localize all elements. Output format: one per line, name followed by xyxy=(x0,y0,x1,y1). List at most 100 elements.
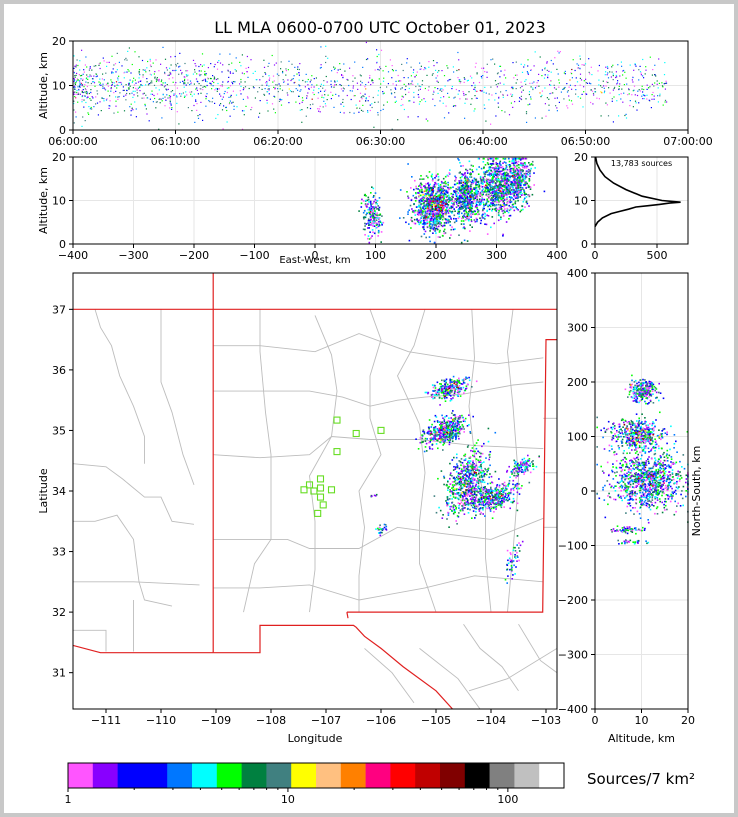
source-point xyxy=(272,75,275,77)
source-point xyxy=(423,69,425,71)
source-point xyxy=(118,96,120,98)
source-point xyxy=(516,178,518,181)
source-point xyxy=(138,72,140,74)
source-point xyxy=(364,228,366,231)
source-point xyxy=(517,192,519,194)
source-point xyxy=(626,83,628,85)
source-point xyxy=(103,79,105,81)
source-point xyxy=(499,173,501,175)
source-point xyxy=(483,181,486,183)
source-point xyxy=(588,58,590,60)
source-point xyxy=(515,197,517,199)
source-point xyxy=(298,84,300,86)
source-point xyxy=(489,192,492,194)
source-point xyxy=(663,74,666,76)
source-point xyxy=(170,104,172,106)
source-point xyxy=(134,79,136,81)
source-point xyxy=(428,214,431,216)
source-point xyxy=(530,69,532,71)
source-point xyxy=(73,122,75,124)
source-point xyxy=(425,219,428,221)
source-point xyxy=(615,74,618,77)
altitude-histogram-line xyxy=(594,156,681,228)
source-point xyxy=(359,92,362,94)
source-point xyxy=(508,196,511,198)
source-point xyxy=(484,189,486,192)
source-point xyxy=(455,206,458,208)
source-point xyxy=(84,95,86,97)
source-point xyxy=(493,168,496,171)
source-point xyxy=(180,95,182,97)
source-point xyxy=(440,97,442,99)
source-point xyxy=(488,166,491,169)
source-point xyxy=(110,79,112,81)
county-line xyxy=(213,517,544,549)
source-point xyxy=(115,71,117,73)
source-point xyxy=(424,87,426,90)
source-point xyxy=(429,197,432,200)
source-point xyxy=(429,219,432,221)
source-point xyxy=(293,82,295,84)
source-point xyxy=(483,91,485,93)
source-point xyxy=(88,92,90,95)
source-point xyxy=(176,111,178,113)
source-point xyxy=(390,89,392,91)
source-point xyxy=(428,446,431,448)
source-point xyxy=(282,72,284,74)
source-point xyxy=(267,88,269,90)
source-point xyxy=(441,193,444,195)
source-point xyxy=(391,77,393,79)
source-point xyxy=(438,216,440,219)
source-point xyxy=(471,179,474,182)
source-point xyxy=(435,77,437,79)
source-point xyxy=(459,415,461,417)
source-point xyxy=(583,64,585,66)
source-point xyxy=(495,157,498,160)
source-point xyxy=(325,55,327,57)
source-point xyxy=(483,198,486,201)
source-point xyxy=(458,212,460,214)
source-point xyxy=(424,214,426,216)
source-point xyxy=(519,186,522,189)
source-point xyxy=(87,76,89,78)
source-point xyxy=(585,78,587,80)
source-point xyxy=(517,187,520,189)
source-point xyxy=(513,171,515,173)
source-point xyxy=(469,173,472,176)
source-point xyxy=(74,85,76,87)
source-point xyxy=(612,64,614,66)
source-point xyxy=(439,184,442,186)
source-point xyxy=(73,78,75,80)
source-point xyxy=(98,64,100,66)
source-point xyxy=(87,82,89,84)
source-point xyxy=(83,71,85,73)
source-point xyxy=(75,111,77,113)
source-point xyxy=(418,199,421,202)
source-point xyxy=(495,196,498,199)
source-point xyxy=(458,431,461,433)
source-point xyxy=(86,66,88,68)
source-point xyxy=(495,177,497,179)
source-point xyxy=(445,201,447,204)
source-point xyxy=(450,207,453,209)
source-point xyxy=(305,73,307,75)
source-point xyxy=(134,90,136,92)
source-point xyxy=(497,189,500,192)
source-point xyxy=(90,91,92,93)
source-point xyxy=(288,60,290,62)
source-point xyxy=(562,88,564,90)
source-point xyxy=(420,194,422,197)
source-point xyxy=(365,41,367,44)
source-point xyxy=(436,389,439,391)
source-point xyxy=(438,428,441,431)
source-point xyxy=(445,208,448,211)
source-point xyxy=(362,228,365,231)
source-point xyxy=(458,202,460,204)
source-point xyxy=(479,222,482,225)
source-point xyxy=(185,91,187,93)
source-point xyxy=(263,66,266,68)
source-point xyxy=(161,100,163,102)
source-point xyxy=(456,69,458,72)
source-point xyxy=(553,84,555,86)
source-point xyxy=(427,191,429,194)
